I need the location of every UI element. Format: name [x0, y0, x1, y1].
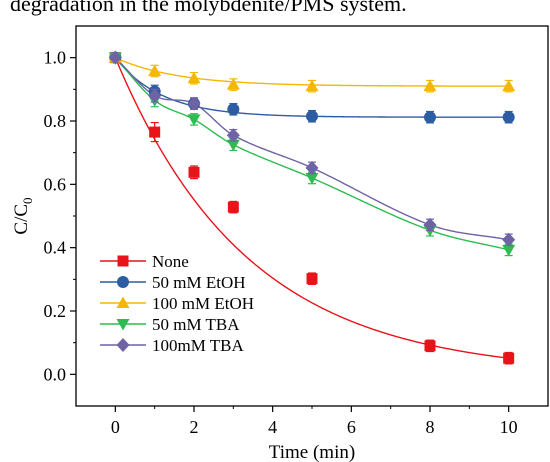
- x-tick-label: 6: [347, 417, 356, 437]
- x-tick-label: 0: [111, 417, 120, 437]
- fit-curves: [114, 57, 509, 359]
- y-tick-label: 0.2: [44, 301, 67, 321]
- x-tick-label: 8: [426, 417, 435, 437]
- y-tick-label: 0.0: [44, 364, 67, 384]
- data-point-s5: [305, 160, 319, 175]
- data-point-s5: [187, 96, 201, 111]
- data-point-s2: [502, 111, 515, 124]
- legend-label-5: 100mM TBA: [152, 336, 245, 355]
- data-point-s1: [227, 201, 239, 213]
- data-point-s2: [306, 110, 318, 123]
- legend-marker-4: [116, 319, 130, 331]
- data-point-s1: [503, 352, 515, 364]
- data-point-s1: [306, 273, 318, 285]
- data-point-s3: [305, 79, 319, 92]
- y-tick-label: 0.8: [44, 111, 67, 131]
- data-point-s1: [188, 166, 200, 178]
- y-tick-label: 1.0: [44, 48, 67, 68]
- x-tick-label: 4: [268, 417, 277, 437]
- data-point-s4: [305, 173, 319, 185]
- data-point-s3: [502, 79, 516, 92]
- x-axis-label: Time (min): [269, 442, 355, 462]
- data-point-s2: [424, 111, 436, 124]
- legend-marker-5: [116, 338, 130, 352]
- y-axis-label: C/C0: [11, 197, 35, 234]
- x-tick-label: 2: [190, 417, 199, 437]
- data-point-s3: [423, 79, 437, 92]
- caption: degradation in the molybdenite/PMS syste…: [10, 0, 407, 16]
- legend-label-4: 50 mM TBA: [152, 315, 240, 334]
- data-point-s3: [226, 78, 240, 90]
- data-point-s2: [227, 103, 240, 116]
- legend-label-2: 50 mM EtOH: [152, 273, 246, 292]
- data-point-s3: [187, 71, 201, 84]
- legend-marker-2: [117, 276, 129, 288]
- axes: 0 2 4 6 8 10 0.0 0.2 0.4 0.6 0.8 1.0 Time (min) C/C0: [11, 48, 518, 462]
- legend-marker-3: [116, 296, 130, 308]
- data-markers: [108, 50, 516, 365]
- y-tick-label: 0.6: [44, 174, 67, 194]
- data-point-s5: [226, 128, 240, 143]
- data-point-s5: [502, 232, 516, 247]
- fit-curve-1: [114, 57, 509, 359]
- data-point-s1: [149, 126, 161, 138]
- legend-marker-1: [117, 255, 129, 267]
- legend-label-1: None: [152, 252, 189, 271]
- data-point-s3: [148, 64, 162, 76]
- data-point-s1: [424, 340, 436, 352]
- legend-label-3: 100 mM EtOH: [152, 294, 254, 313]
- data-point-s5: [108, 50, 122, 65]
- data-point-s4: [226, 139, 240, 152]
- data-point-s5: [148, 88, 162, 103]
- y-tick-label: 0.4: [44, 238, 67, 258]
- data-point-s5: [423, 217, 437, 232]
- legend: None 50 mM EtOH 100 mM EtOH 50 mM TBA 100mM …: [100, 252, 254, 355]
- data-point-s4: [187, 114, 201, 126]
- data-point-s4: [502, 244, 516, 257]
- x-tick-label: 10: [500, 417, 518, 437]
